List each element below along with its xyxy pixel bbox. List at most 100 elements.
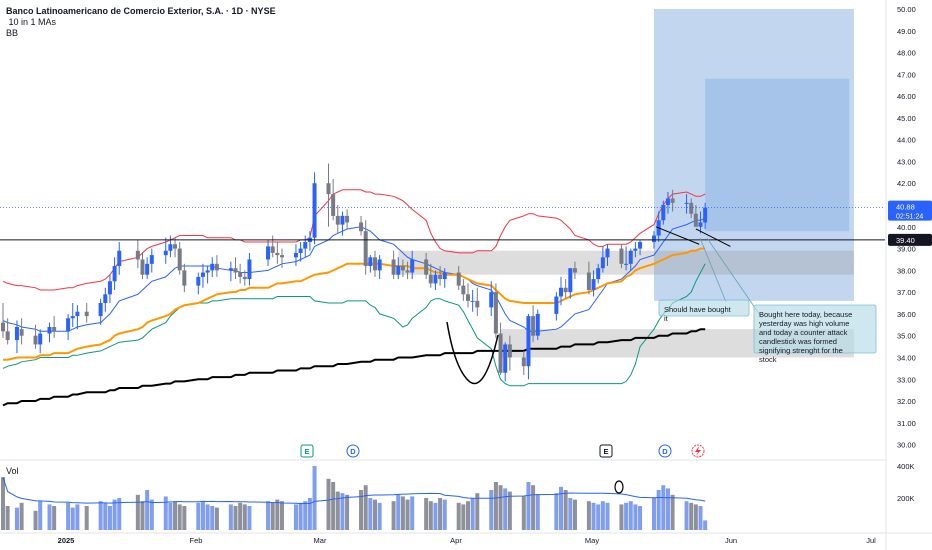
volume-bar[interactable] — [424, 498, 429, 530]
candle[interactable] — [293, 244, 298, 267]
candle[interactable] — [698, 211, 703, 234]
volume-bar[interactable] — [293, 504, 298, 530]
volume-bar[interactable] — [638, 506, 643, 530]
volume-bar[interactable] — [70, 507, 75, 530]
event-marker[interactable]: E — [300, 444, 314, 458]
candle[interactable] — [554, 292, 559, 321]
volume-bar[interactable] — [684, 501, 689, 530]
volume-bar[interactable] — [177, 504, 182, 530]
candle[interactable] — [298, 242, 303, 262]
candle[interactable] — [52, 316, 57, 338]
candle[interactable] — [456, 266, 461, 290]
volume-bar[interactable] — [535, 494, 540, 530]
volume-bar[interactable] — [103, 502, 108, 530]
volume-bar[interactable] — [359, 490, 364, 530]
volume-bar[interactable] — [145, 490, 150, 530]
volume-bar[interactable] — [461, 504, 466, 530]
candle[interactable] — [345, 209, 350, 229]
candle[interactable] — [270, 235, 275, 258]
candle[interactable] — [103, 287, 108, 312]
volume-bar[interactable] — [38, 501, 43, 530]
volume-bar[interactable] — [266, 501, 271, 530]
volume-bar[interactable] — [554, 493, 559, 530]
volume-bar[interactable] — [693, 504, 698, 530]
volume-bar[interactable] — [600, 501, 605, 530]
candle[interactable] — [326, 163, 331, 227]
candle[interactable] — [591, 270, 596, 297]
volume-bar[interactable] — [238, 502, 243, 530]
candle[interactable] — [163, 237, 168, 264]
candle[interactable] — [424, 252, 429, 280]
bb-lower-line[interactable] — [2, 263, 706, 387]
volume-bar[interactable] — [326, 478, 331, 530]
candle[interactable] — [563, 279, 568, 299]
volume-bar[interactable] — [84, 506, 89, 530]
candle[interactable] — [396, 257, 401, 280]
candle[interactable] — [600, 246, 605, 273]
volume-bar[interactable] — [335, 491, 340, 530]
volume-bar[interactable] — [493, 482, 498, 530]
rounded-bottom-drawing[interactable] — [446, 321, 499, 385]
volume-bar[interactable] — [559, 486, 563, 530]
candle[interactable] — [228, 261, 233, 282]
candle[interactable] — [168, 235, 173, 258]
candle[interactable] — [633, 242, 638, 258]
future-event-marker[interactable] — [691, 444, 705, 458]
candle[interactable] — [214, 255, 219, 277]
volume-bar[interactable] — [624, 502, 629, 530]
indicator-mas-label[interactable]: 10 in 1 MAs — [8, 17, 57, 27]
candle[interactable] — [428, 263, 433, 288]
volume-bar[interactable] — [363, 485, 368, 530]
volume-bar[interactable] — [107, 506, 112, 530]
candle[interactable] — [619, 244, 624, 269]
volume-bar[interactable] — [200, 501, 205, 530]
candle[interactable] — [331, 178, 336, 221]
volume-bar[interactable] — [368, 498, 373, 530]
volume-bar[interactable] — [98, 501, 103, 530]
volume-bar[interactable] — [340, 493, 345, 530]
candle[interactable] — [140, 252, 145, 280]
volume-bar[interactable] — [531, 485, 536, 530]
candle[interactable] — [568, 268, 573, 299]
volume-bar[interactable] — [163, 496, 168, 530]
candle[interactable] — [149, 248, 154, 273]
volume-bar[interactable] — [168, 502, 173, 530]
volume-bar[interactable] — [275, 499, 280, 530]
volume-bar[interactable] — [396, 494, 401, 530]
volume-bar[interactable] — [242, 504, 247, 530]
volume-bar[interactable] — [586, 501, 591, 530]
candle[interactable] — [526, 313, 531, 380]
candle[interactable] — [391, 250, 396, 280]
volume-bar[interactable] — [628, 501, 633, 530]
candle[interactable] — [205, 266, 210, 284]
volume-bar[interactable] — [466, 501, 470, 530]
candle[interactable] — [693, 205, 698, 227]
ma-fast-line[interactable] — [2, 217, 706, 332]
candle[interactable] — [461, 279, 466, 301]
volume-bar[interactable] — [605, 502, 610, 530]
candle[interactable] — [200, 263, 205, 288]
volume-bar[interactable] — [665, 488, 670, 530]
candle[interactable] — [531, 305, 536, 343]
volume-bar[interactable] — [470, 498, 475, 530]
volume-bar[interactable] — [75, 504, 80, 530]
volume-bar[interactable] — [456, 502, 461, 530]
candle[interactable] — [107, 274, 112, 304]
candle[interactable] — [98, 298, 103, 325]
volume-bar[interactable] — [112, 499, 117, 530]
candle[interactable] — [400, 259, 405, 277]
candle[interactable] — [373, 250, 377, 277]
candle[interactable] — [135, 239, 140, 269]
volume-bar[interactable] — [135, 494, 140, 530]
candle[interactable] — [684, 194, 689, 214]
candle[interactable] — [638, 239, 643, 256]
candle[interactable] — [572, 261, 577, 280]
volume-bar[interactable] — [149, 499, 154, 530]
volume-bar[interactable] — [503, 488, 508, 530]
volume-bar[interactable] — [591, 502, 596, 530]
volume-bar[interactable] — [475, 493, 480, 530]
candle[interactable] — [14, 320, 19, 354]
volume-bar[interactable] — [596, 504, 601, 530]
